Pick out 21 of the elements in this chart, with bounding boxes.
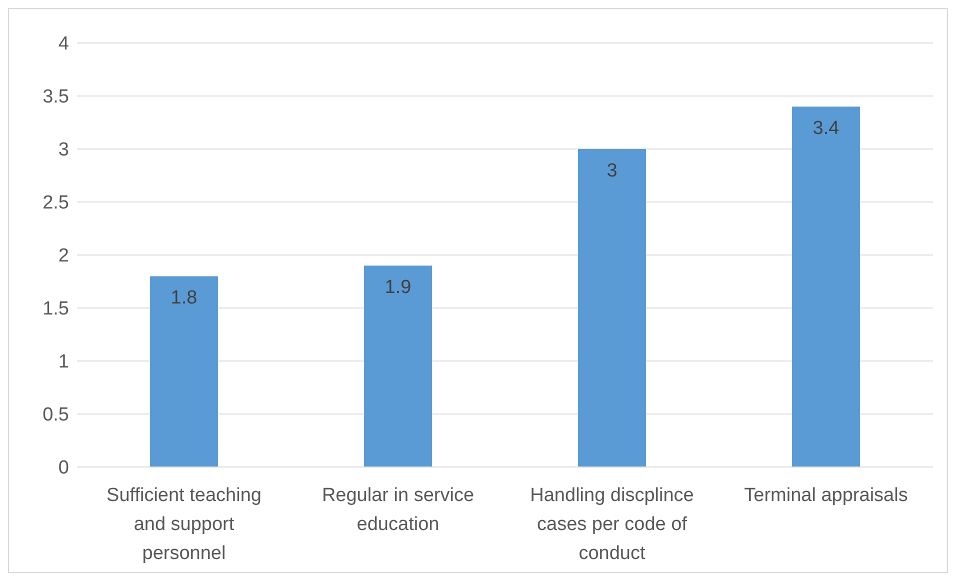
y-tick-label: 4 xyxy=(58,34,70,55)
bar xyxy=(150,276,218,467)
data-label: 1.9 xyxy=(384,277,412,298)
y-tick-label: 1.5 xyxy=(42,298,69,320)
x-tick-label: Terminal appraisals xyxy=(744,485,908,506)
y-tick-label: 3 xyxy=(58,140,69,161)
data-label: 1.8 xyxy=(170,288,198,309)
data-label: 3 xyxy=(606,160,618,182)
data-label: 3.4 xyxy=(812,118,840,140)
x-tick-label: Handling discplince cases per code of conduct xyxy=(530,485,694,564)
y-tick-label: 3.5 xyxy=(42,86,69,108)
y-tick-label: 2.5 xyxy=(42,192,69,214)
bar xyxy=(364,266,432,467)
x-tick-label: Regular in service education xyxy=(322,485,474,535)
x-tick-label: Sufficient teaching and support personnel xyxy=(106,485,262,564)
bar xyxy=(792,106,860,467)
y-tick-label: 1 xyxy=(58,352,69,373)
bar xyxy=(578,149,646,467)
y-tick-label: 0.5 xyxy=(42,404,69,426)
y-tick-label: 2 xyxy=(58,246,69,267)
y-tick-label: 0 xyxy=(58,458,69,479)
